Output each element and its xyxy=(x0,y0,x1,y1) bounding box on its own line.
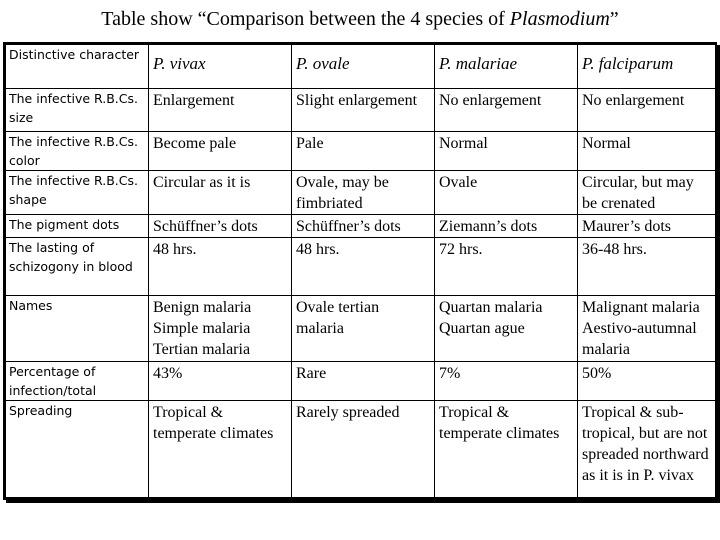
table-cell: Slight enlargement xyxy=(291,88,435,132)
row-label: The lasting of schizogony in blood xyxy=(5,237,149,296)
row-label: Spreading xyxy=(5,400,149,498)
table-cell: 7% xyxy=(434,361,578,401)
table-cell: 43% xyxy=(148,361,292,401)
table-cell: Enlargement xyxy=(148,88,292,132)
table-cell: Quartan malaria Quartan ague xyxy=(434,295,578,362)
row-label: Percentage of infection/total xyxy=(5,361,149,401)
table-cell: Rare xyxy=(291,361,435,401)
table-cell: Schüffner’s dots xyxy=(291,214,435,238)
row-label: The infective R.B.Cs. shape xyxy=(5,170,149,215)
species-header: P. ovale xyxy=(291,44,435,89)
table-cell: Ziemann’s dots xyxy=(434,214,578,238)
table-row: Percentage of infection/total 43% Rare 7… xyxy=(5,361,715,401)
table-row: Names Benign malaria Simple malaria Tert… xyxy=(5,295,715,362)
row-label: The infective R.B.Cs. size xyxy=(5,88,149,132)
table-cell: Malignant malaria Aestivo-autumnal malar… xyxy=(577,295,715,362)
table-cell: Normal xyxy=(577,131,715,171)
table-cell: 48 hrs. xyxy=(291,237,435,296)
table-cell: Schüffner’s dots xyxy=(148,214,292,238)
species-header: P. vivax xyxy=(148,44,292,89)
row-label: The infective R.B.Cs. color xyxy=(5,131,149,171)
table-cell: Benign malaria Simple malaria Tertian ma… xyxy=(148,295,292,362)
table-row: The infective R.B.Cs. color Become pale … xyxy=(5,131,715,171)
table-cell: Circular, but may be crenated xyxy=(577,170,715,215)
table-cell: No enlargement xyxy=(434,88,578,132)
species-header: P. malariae xyxy=(434,44,578,89)
table-cell: Maurer’s dots xyxy=(577,214,715,238)
table-row: The lasting of schizogony in blood 48 hr… xyxy=(5,237,715,296)
table-cell: Ovale tertian malaria xyxy=(291,295,435,362)
row-label: Names xyxy=(5,295,149,362)
title-text: Table show “Comparison between the 4 spe… xyxy=(101,8,510,30)
comparison-table-frame: Distinctive character P. vivax P. ovale … xyxy=(3,42,717,500)
table-cell: 50% xyxy=(577,361,715,401)
table-row: Spreading Tropical & temperate climates … xyxy=(5,400,715,498)
title-close-quote: ” xyxy=(609,8,619,30)
table-cell: Tropical & temperate climates xyxy=(434,400,578,498)
table-cell: 72 hrs. xyxy=(434,237,578,296)
header-label: Distinctive character xyxy=(5,44,149,89)
table-header-row: Distinctive character P. vivax P. ovale … xyxy=(5,44,715,89)
page-title: Table show “Comparison between the 4 spe… xyxy=(0,6,720,32)
table-cell: Tropical & sub-tropical, but are not spr… xyxy=(577,400,715,498)
table-row: The infective R.B.Cs. size Enlargement S… xyxy=(5,88,715,132)
table-cell: 36-48 hrs. xyxy=(577,237,715,296)
table-cell: Rarely spreaded xyxy=(291,400,435,498)
table-row: The pigment dots Schüffner’s dots Schüff… xyxy=(5,214,715,238)
comparison-table: Distinctive character P. vivax P. ovale … xyxy=(5,44,715,498)
table-row: The infective R.B.Cs. shape Circular as … xyxy=(5,170,715,215)
table-cell: Become pale xyxy=(148,131,292,171)
table-cell: 48 hrs. xyxy=(148,237,292,296)
table-cell: Pale xyxy=(291,131,435,171)
table-cell: Ovale xyxy=(434,170,578,215)
title-genus: Plasmodium xyxy=(509,8,610,30)
table-cell: Tropical & temperate climates xyxy=(148,400,292,498)
table-cell: Circular as it is xyxy=(148,170,292,215)
table-cell: No enlargement xyxy=(577,88,715,132)
table-cell: Ovale, may be fimbriated xyxy=(291,170,435,215)
row-label: The pigment dots xyxy=(5,214,149,238)
species-header: P. falciparum xyxy=(577,44,715,89)
table-cell: Normal xyxy=(434,131,578,171)
